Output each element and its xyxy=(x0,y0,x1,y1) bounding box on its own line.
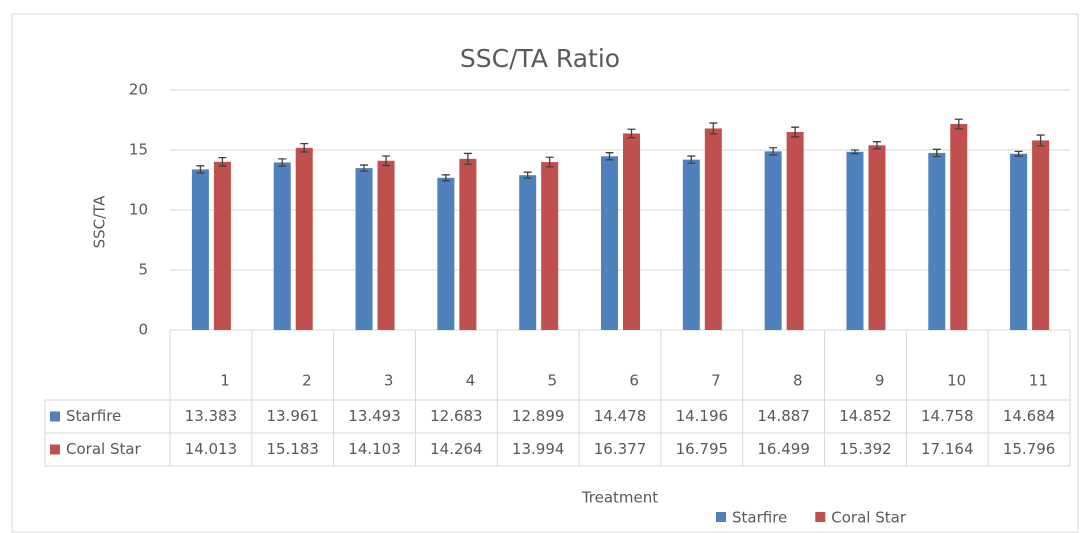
bar xyxy=(191,169,209,330)
y-tick-label: 20 xyxy=(129,81,148,99)
legend-label: Coral Star xyxy=(831,509,907,527)
error-bar xyxy=(360,164,369,172)
error-bar xyxy=(441,174,450,182)
bar xyxy=(928,152,946,330)
bar xyxy=(682,159,700,330)
error-bar xyxy=(687,155,696,164)
x-tick-label: 11 xyxy=(1029,372,1048,390)
x-tick-label: 4 xyxy=(466,372,476,390)
table-value: 13.961 xyxy=(266,407,319,425)
legend-key xyxy=(50,444,60,455)
table-value: 14.013 xyxy=(185,440,238,458)
error-bar xyxy=(954,118,963,130)
table-value: 14.887 xyxy=(757,407,810,425)
table-value: 14.758 xyxy=(921,407,974,425)
y-tick-label: 0 xyxy=(138,321,148,339)
bar xyxy=(459,158,477,330)
error-bar xyxy=(523,171,532,179)
table-value: 14.196 xyxy=(676,407,729,425)
x-tick-label: 9 xyxy=(875,372,885,390)
legend-label: Starfire xyxy=(732,509,787,527)
table-value: 16.377 xyxy=(594,440,647,458)
error-bar xyxy=(872,141,881,150)
x-tick-label: 5 xyxy=(548,372,558,390)
error-bar xyxy=(627,128,636,139)
error-bar xyxy=(709,122,718,135)
error-bar xyxy=(300,142,309,153)
x-tick-label: 10 xyxy=(947,372,966,390)
bar xyxy=(601,156,618,330)
error-bar xyxy=(1036,134,1045,147)
error-bar xyxy=(932,148,941,158)
error-bar xyxy=(218,156,227,167)
error-bar xyxy=(791,126,800,138)
bar xyxy=(764,151,782,330)
bar xyxy=(273,162,291,330)
legend-key xyxy=(716,512,726,522)
x-tick-label: 8 xyxy=(793,372,803,390)
x-tick-label: 1 xyxy=(220,372,230,390)
error-bar xyxy=(545,156,554,168)
error-bar xyxy=(769,147,778,156)
table-value: 16.795 xyxy=(676,440,729,458)
error-bar xyxy=(382,155,391,167)
error-bar xyxy=(196,165,205,174)
x-tick-label: 2 xyxy=(302,372,312,390)
table-row-label: Starfire xyxy=(66,407,121,425)
bar xyxy=(541,162,559,330)
table-value: 14.264 xyxy=(430,440,483,458)
table-value: 12.899 xyxy=(512,407,565,425)
error-bar xyxy=(463,152,472,165)
error-bar xyxy=(1014,150,1023,157)
bar xyxy=(377,160,395,330)
table-value: 13.994 xyxy=(512,440,565,458)
table-value: 14.852 xyxy=(839,407,892,425)
table-row-label: Coral Star xyxy=(66,440,142,458)
y-tick-label: 5 xyxy=(138,261,148,279)
x-tick-label: 6 xyxy=(629,372,639,390)
table-value: 13.493 xyxy=(348,407,401,425)
x-axis-label: Treatment xyxy=(581,489,658,507)
table-value: 14.478 xyxy=(594,407,647,425)
error-bar xyxy=(278,158,287,167)
bar xyxy=(846,151,864,330)
x-tick-label: 3 xyxy=(384,372,394,390)
table-value: 14.684 xyxy=(1003,407,1056,425)
bar xyxy=(950,124,968,330)
bar xyxy=(868,145,886,330)
bar xyxy=(704,128,722,330)
bar xyxy=(786,132,804,330)
table-value: 15.796 xyxy=(1003,440,1056,458)
legend-key xyxy=(50,411,60,422)
bar xyxy=(519,175,537,330)
table-value: 12.683 xyxy=(430,407,483,425)
legend-key xyxy=(815,512,826,522)
table-value: 14.103 xyxy=(348,440,401,458)
error-bar xyxy=(850,149,859,155)
table-value: 13.383 xyxy=(185,407,238,425)
chart-title: SSC/TA Ratio xyxy=(460,44,620,73)
table-value: 17.164 xyxy=(921,440,974,458)
y-tick-label: 10 xyxy=(129,201,148,219)
bar xyxy=(1010,153,1028,330)
table-value: 16.499 xyxy=(757,440,810,458)
bar xyxy=(623,133,640,330)
bar xyxy=(1032,140,1050,330)
bar xyxy=(355,168,373,330)
error-bar xyxy=(605,152,614,161)
bar xyxy=(295,147,313,330)
bar xyxy=(213,161,231,330)
x-tick-label: 7 xyxy=(711,372,721,390)
y-tick-label: 15 xyxy=(129,141,148,159)
bar xyxy=(437,177,455,330)
y-axis-label: SSC/TA xyxy=(91,195,109,249)
table-value: 15.392 xyxy=(839,440,892,458)
table-value: 15.183 xyxy=(266,440,319,458)
